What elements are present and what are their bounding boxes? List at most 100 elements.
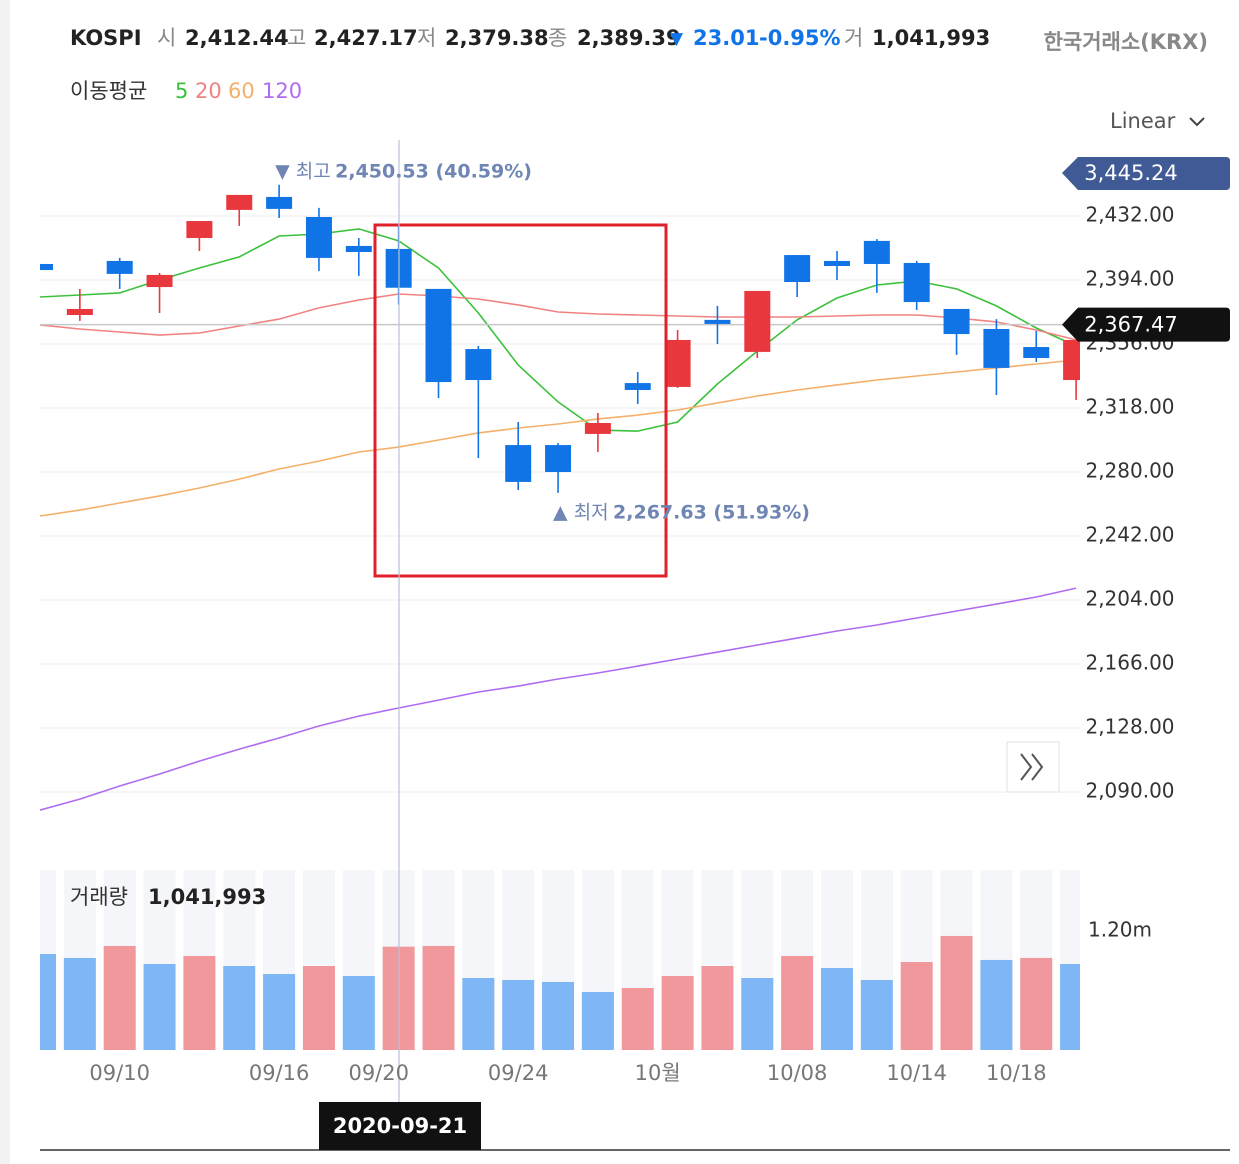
volume-bar <box>143 964 176 1050</box>
candle-body <box>903 262 930 303</box>
moving-average-line <box>40 587 1077 811</box>
header-text: 1,041,993 <box>872 26 990 50</box>
candle-body <box>186 221 213 239</box>
header-text: 시 <box>157 26 176 50</box>
volume-bar <box>900 962 933 1050</box>
x-tick-label: 10/18 <box>986 1061 1047 1085</box>
top-badge-label: 3,445.24 <box>1084 161 1178 185</box>
volume-bar <box>940 935 973 1050</box>
header-text: 2,379.38 <box>445 26 549 50</box>
header-text: ▼ <box>670 29 684 49</box>
y-tick-label: 2,280.00 <box>1085 459 1174 483</box>
volume-bar <box>183 955 216 1050</box>
header-text: 저 <box>417 26 436 50</box>
volume-bar <box>422 945 455 1050</box>
candle-body <box>1063 339 1080 381</box>
header-text: 거 <box>844 26 863 50</box>
candle-body <box>784 255 811 282</box>
volume-bar <box>342 976 375 1050</box>
top-badge <box>1062 157 1230 190</box>
candle-body <box>505 445 532 482</box>
volume-bar <box>741 978 774 1050</box>
x-tick-label: 10월 <box>635 1061 681 1085</box>
volume-bar <box>542 981 575 1050</box>
candle-body <box>744 290 771 352</box>
crosshair-date-box <box>319 1102 481 1150</box>
header-text: 23.01 <box>693 26 759 50</box>
volume-bar <box>302 966 335 1050</box>
volume-bar <box>621 988 654 1050</box>
low-annotation-value: 2,267.63 (51.93%) <box>613 501 810 523</box>
header-text: 2,427.17 <box>314 26 418 50</box>
x-tick-label: 10/14 <box>886 1061 947 1085</box>
header-text: 2,389.39 <box>577 26 681 50</box>
x-tick-label: 09/16 <box>249 1061 310 1085</box>
volume-bar <box>860 979 893 1050</box>
volume-bar <box>661 976 694 1050</box>
volume-bar <box>1060 964 1080 1050</box>
volume-bar <box>581 991 614 1050</box>
crosshair-date: 2020-09-21 <box>333 1114 467 1138</box>
candle-body <box>226 194 253 210</box>
header-text: -0.95% <box>759 26 841 50</box>
scale-menu[interactable]: Linear <box>1110 109 1176 133</box>
high-annotation-marker: ▼ 최고 <box>275 160 331 182</box>
y-tick-label: 2,394.00 <box>1085 266 1174 290</box>
volume-bar <box>781 955 814 1050</box>
header-text: 2,412.44 <box>185 26 289 50</box>
legend-entry: 60 <box>228 79 255 103</box>
legend-entry: 20 <box>195 79 222 103</box>
y-tick-label: 2,432.00 <box>1085 202 1174 226</box>
header-text: 종 <box>548 26 567 50</box>
candle-body <box>545 445 572 473</box>
y-tick-label: 2,166.00 <box>1085 651 1174 675</box>
volume-title: 거래량 <box>70 885 128 909</box>
x-tick-label: 09/24 <box>488 1061 549 1085</box>
legend-entry: 5 <box>175 79 188 103</box>
candle-body <box>146 274 173 288</box>
side-edge <box>0 0 10 1164</box>
low-annotation-marker: ▲ 최저 <box>553 501 609 523</box>
moving-average-line <box>40 228 1077 432</box>
volume-bar <box>103 945 136 1050</box>
volume-readout: 1,041,993 <box>148 885 266 909</box>
volume-bar <box>821 967 853 1050</box>
moving-average-line <box>40 293 1077 341</box>
y-tick-label: 2,128.00 <box>1085 715 1174 739</box>
candle-body <box>704 319 731 324</box>
current-price-label: 2,367.47 <box>1084 313 1178 337</box>
volume-bar <box>223 966 256 1050</box>
volume-bar <box>462 978 495 1050</box>
candle-body <box>40 263 53 271</box>
legend-entry: 120 <box>262 79 302 103</box>
candle-body <box>943 308 970 335</box>
candle-body <box>465 349 492 381</box>
dropdown-chevron <box>1189 117 1205 127</box>
y-tick-label: 2,318.00 <box>1085 394 1174 418</box>
candle-body <box>345 245 372 253</box>
candle-body <box>584 422 611 434</box>
header-text: 고 <box>287 26 306 50</box>
volume-bar <box>263 974 296 1050</box>
candle-body <box>66 308 93 316</box>
moving-average-line <box>40 359 1077 517</box>
current-price-badge <box>1062 307 1230 342</box>
candle-body <box>425 288 452 383</box>
volume-bar <box>63 957 96 1050</box>
y-tick-label: 2,204.00 <box>1085 587 1174 611</box>
volume-tick-label: 1.20m <box>1088 917 1152 941</box>
y-tick-label: 2,242.00 <box>1085 523 1174 547</box>
volume-bar <box>980 959 1013 1050</box>
candle-body <box>624 383 651 390</box>
double-chevron-icon <box>1020 753 1044 781</box>
candle-body <box>266 196 293 209</box>
candle-body <box>305 216 332 258</box>
candle-body <box>664 339 691 387</box>
plot <box>40 184 1080 1050</box>
candle-body <box>106 260 133 274</box>
scroll-right-button[interactable] <box>1006 741 1060 793</box>
candle-body <box>863 240 890 264</box>
header-text: 한국거래소(KRX) <box>1044 30 1208 54</box>
